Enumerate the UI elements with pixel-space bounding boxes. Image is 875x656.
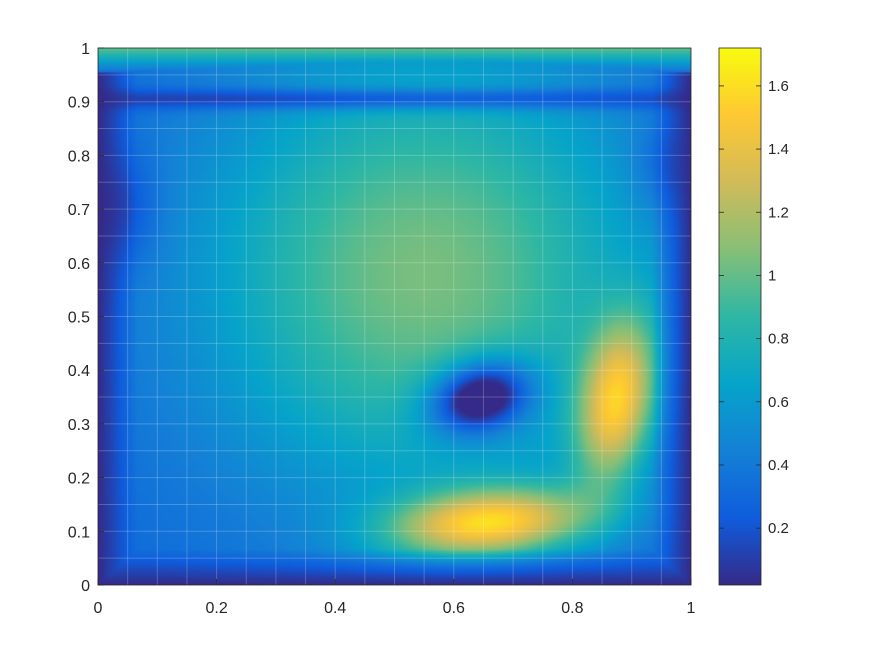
grid-lines — [98, 48, 691, 585]
x-tick-label: 0.6 — [443, 600, 465, 617]
y-tick-label: 0.3 — [68, 417, 90, 434]
x-tick-label: 0.8 — [561, 600, 583, 617]
colorbar-gradient — [719, 48, 761, 585]
colorbar-tick-label: 0.4 — [768, 457, 789, 474]
y-tick-label: 0.6 — [68, 256, 90, 273]
colorbar: 0.2 0.4 0.6 0.8 1 1.2 1.4 1.6 — [719, 48, 789, 585]
colorbar-tick-label: 1.2 — [768, 204, 789, 221]
y-tick-label: 0.7 — [68, 202, 90, 219]
y-tick-label: 0.5 — [68, 310, 90, 327]
colorbar-tick-label: 1.6 — [768, 78, 789, 95]
colorbar-tick-label: 0.8 — [768, 331, 789, 348]
x-tick-label: 1 — [687, 600, 696, 617]
y-tick-label: 0 — [81, 578, 90, 595]
y-tick-label: 0.1 — [68, 524, 90, 541]
y-tick-label: 0.9 — [68, 95, 90, 112]
y-tick-label: 0.2 — [68, 471, 90, 488]
y-tick-label: 0.4 — [68, 363, 90, 380]
plot-area — [98, 48, 691, 585]
colorbar-tick-label: 1.4 — [768, 141, 789, 158]
x-tick-label: 0.4 — [324, 600, 346, 617]
colorbar-tick-label: 0.6 — [768, 394, 789, 411]
y-tick-label: 1 — [81, 41, 90, 58]
y-tick-label: 0.8 — [68, 148, 90, 165]
colorbar-tick-label: 0.2 — [768, 520, 789, 537]
colorbar-tick-label: 1 — [768, 267, 776, 284]
x-tick-label: 0 — [94, 600, 103, 617]
x-tick-label: 0.2 — [205, 600, 227, 617]
